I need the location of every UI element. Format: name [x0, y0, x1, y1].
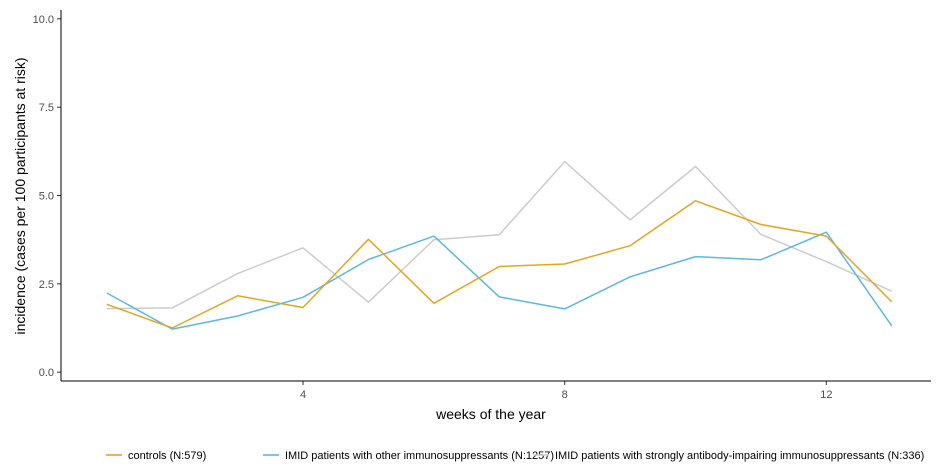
series-line-0: [106, 200, 893, 329]
legend-label-0: controls (N:579): [128, 450, 206, 462]
x-axis-ticks: 4 8 12: [300, 381, 832, 401]
y-tick-label: 7.5: [39, 102, 54, 114]
y-axis-ticks: 0.0 2.5 5.0 7.5 10.0: [33, 14, 61, 379]
series-line-2: [106, 160, 893, 310]
series-lines: [106, 160, 893, 330]
y-axis-title: incidence (cases per 100 participants at…: [12, 57, 28, 334]
x-tick-label: 4: [300, 389, 306, 401]
y-tick-label: 10.0: [33, 14, 54, 26]
x-tick-label: 8: [562, 389, 568, 401]
y-tick-label: 2.5: [39, 279, 54, 291]
legend-label-2: IMID patients with strongly antibody-imp…: [555, 450, 924, 462]
x-tick-label: 12: [820, 389, 832, 401]
x-axis-title: weeks of the year: [435, 406, 546, 422]
y-tick-label: 0.0: [39, 367, 54, 379]
legend-label-1: IMID patients with other immunosuppressa…: [285, 450, 554, 462]
legend: controls (N:579) IMID patients with other…: [106, 450, 924, 462]
y-tick-label: 5.0: [39, 191, 54, 203]
series-line-1: [106, 231, 893, 330]
